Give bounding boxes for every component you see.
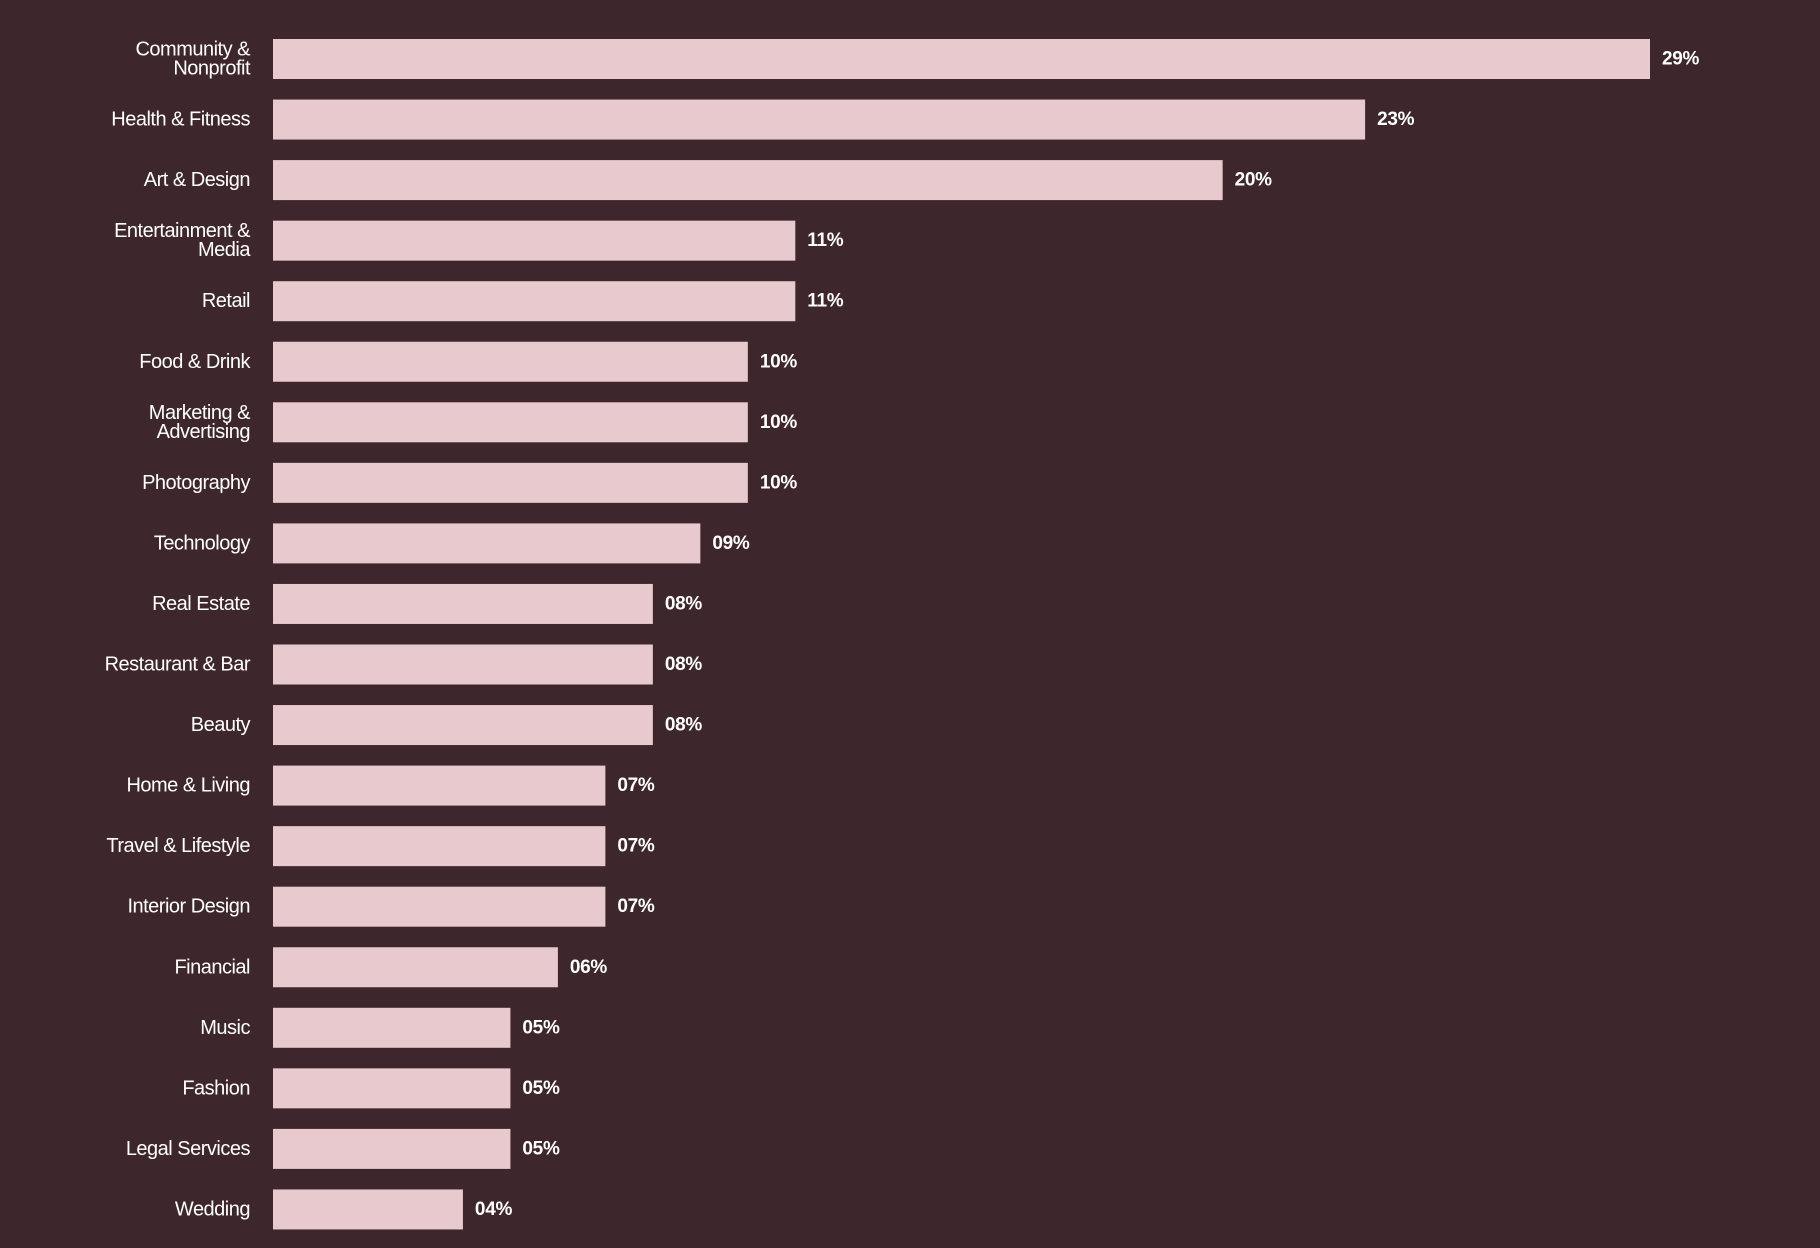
bar-14 (273, 886, 606, 927)
category-label-10: Restaurant & Bar (105, 654, 251, 676)
category-label-13: Travel & Lifestyle (106, 835, 250, 857)
category-label-line: Financial (174, 956, 250, 978)
bar-6 (273, 402, 748, 443)
value-label-4: 11% (807, 291, 843, 312)
category-label-line: Restaurant & Bar (105, 654, 251, 676)
category-label-line: Marketing & (149, 402, 251, 424)
bar-8 (273, 523, 701, 564)
category-label-line: Entertainment & (114, 220, 251, 242)
value-label-5: 10% (760, 351, 798, 372)
bar-7 (273, 462, 748, 503)
category-label-14: Interior Design (127, 896, 250, 918)
category-label-12: Home & Living (126, 775, 250, 797)
category-label-16: Music (200, 1017, 250, 1039)
category-label-19: Wedding (175, 1198, 250, 1220)
category-label-line: Advertising (157, 421, 250, 443)
value-label-15: 06% (570, 957, 608, 978)
category-label-5: Food & Drink (139, 351, 251, 373)
bar-1 (273, 99, 1366, 140)
category-label-15: Financial (174, 956, 250, 978)
category-label-0: Community & Nonprofit (135, 39, 251, 80)
value-label-13: 07% (617, 836, 655, 857)
category-label-line: Art & Design (144, 169, 250, 191)
bar-0 (273, 39, 1650, 79)
category-label-7: Photography (142, 472, 250, 494)
bar-4 (273, 281, 796, 322)
category-label-line: Fashion (182, 1077, 250, 1099)
category-label-6: Marketing & Advertising (149, 402, 251, 443)
bar-5 (273, 341, 748, 382)
value-label-3: 11% (807, 230, 843, 251)
value-label-9: 08% (665, 593, 703, 614)
category-label-line: Legal Services (126, 1138, 251, 1160)
bar-11 (273, 705, 653, 746)
category-label-line: Music (200, 1017, 250, 1039)
category-label-17: Fashion (182, 1077, 250, 1099)
category-label-line: Community & (135, 39, 251, 61)
value-label-11: 08% (665, 715, 703, 736)
category-label-line: Media (198, 239, 251, 261)
category-label-line: Travel & Lifestyle (106, 835, 250, 857)
bar-10 (273, 644, 653, 685)
value-label-2: 20% (1235, 170, 1273, 191)
category-label-line: Technology (154, 532, 251, 554)
category-label-line: Interior Design (127, 896, 250, 918)
category-label-line: Nonprofit (173, 58, 251, 80)
bar-12 (273, 765, 606, 806)
value-label-18: 05% (522, 1138, 560, 1159)
category-label-18: Legal Services (126, 1138, 251, 1160)
category-label-line: Beauty (191, 714, 251, 736)
value-label-12: 07% (617, 775, 655, 796)
category-label-line: Photography (142, 472, 250, 494)
category-label-3: Entertainment & Media (114, 220, 251, 261)
category-label-line: Wedding (175, 1198, 250, 1220)
bar-19 (273, 1189, 463, 1230)
chart-rows: 29% Community & Nonprofit 23% Health & Fitne… (105, 39, 1700, 1230)
category-label-2: Art & Design (144, 169, 250, 191)
value-label-17: 05% (522, 1078, 560, 1099)
category-label-1: Health & Fitness (111, 109, 250, 131)
category-label-line: Health & Fitness (111, 109, 250, 131)
category-label-9: Real Estate (152, 593, 250, 615)
value-label-0: 29% (1662, 49, 1700, 70)
bar-3 (273, 220, 796, 261)
bar-16 (273, 1007, 511, 1048)
value-label-16: 05% (522, 1017, 560, 1038)
bar-17 (273, 1068, 511, 1109)
category-label-11: Beauty (191, 714, 251, 736)
category-label-line: Retail (202, 290, 250, 312)
category-label-line: Home & Living (126, 775, 250, 797)
value-label-6: 10% (760, 412, 798, 433)
value-label-14: 07% (617, 896, 655, 917)
category-label-4: Retail (202, 290, 250, 312)
bar-13 (273, 826, 606, 867)
bar-18 (273, 1128, 511, 1169)
value-label-1: 23% (1377, 109, 1415, 130)
value-label-7: 10% (760, 472, 798, 493)
bar-2 (273, 160, 1223, 201)
category-label-8: Technology (154, 532, 251, 554)
value-label-8: 09% (712, 533, 750, 554)
value-label-19: 04% (475, 1199, 513, 1220)
category-label-line: Food & Drink (139, 351, 251, 373)
category-label-line: Real Estate (152, 593, 250, 615)
value-label-10: 08% (665, 654, 703, 675)
bar-15 (273, 947, 558, 988)
bar-9 (273, 583, 653, 624)
